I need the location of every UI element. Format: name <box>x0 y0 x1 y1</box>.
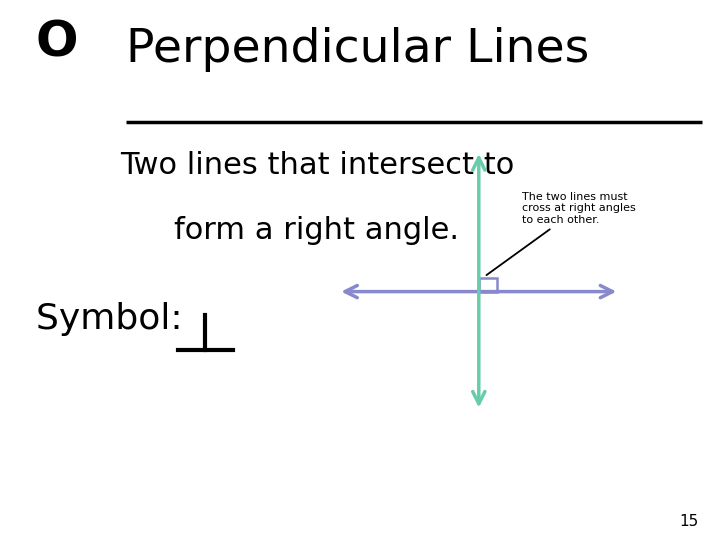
Text: O: O <box>36 19 78 67</box>
Bar <box>479 278 497 292</box>
Text: Two lines that intersect to: Two lines that intersect to <box>120 151 514 180</box>
Text: Symbol:: Symbol: <box>36 302 194 336</box>
Text: 15: 15 <box>679 514 698 529</box>
Text: Perpendicular Lines: Perpendicular Lines <box>126 27 589 72</box>
Text: form a right angle.: form a right angle. <box>174 216 459 245</box>
Text: The two lines must
cross at right angles
to each other.: The two lines must cross at right angles… <box>487 192 636 275</box>
